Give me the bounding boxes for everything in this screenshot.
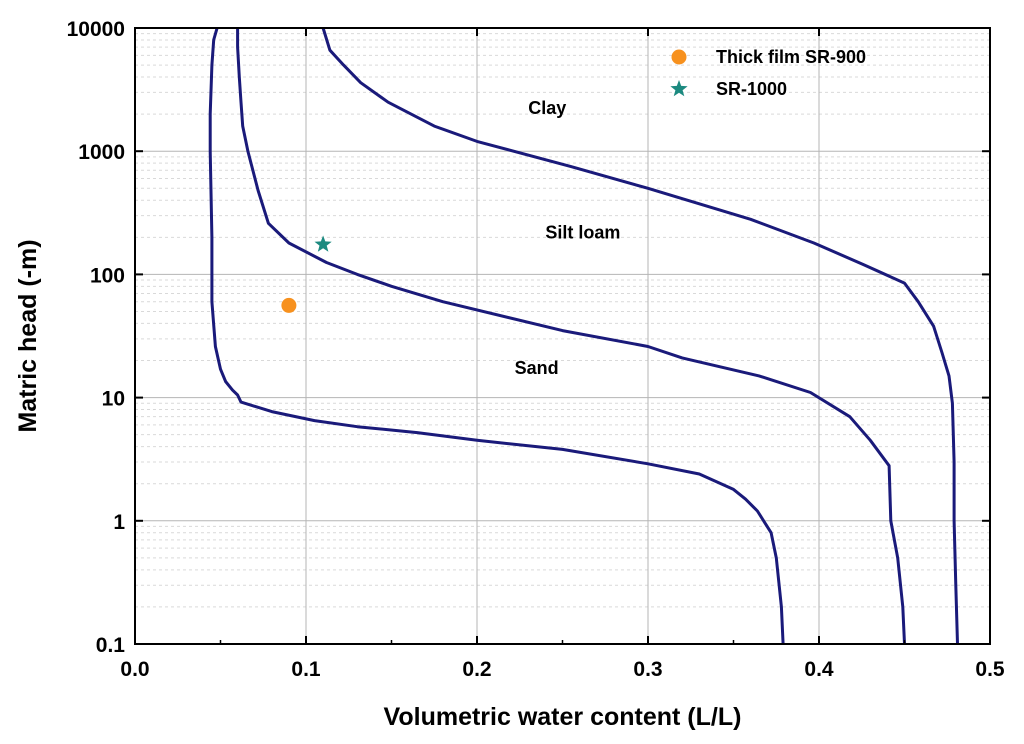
x-tick-label: 0.0: [120, 658, 149, 681]
legend-star-marker: [670, 80, 688, 97]
x-tick-label: 0.3: [633, 658, 662, 681]
y-tick-label: 10: [102, 388, 125, 411]
x-tick-labels: 0.0 0.1 0.2 0.3 0.4 0.5: [120, 658, 1005, 681]
major-grid: [134, 27, 991, 645]
x-tick-label: 0.5: [975, 658, 1005, 681]
data-point-star: [314, 235, 332, 252]
legend-label: Thick film SR-900: [716, 47, 866, 67]
curves: [208, 27, 959, 645]
region-label: Sand: [515, 358, 559, 378]
x-tick-label: 0.2: [462, 658, 491, 681]
retention-curve: [236, 28, 906, 645]
plot-frame: [134, 27, 991, 645]
region-label: Silt loam: [545, 223, 620, 243]
y-tick-label: 0.1: [96, 634, 126, 657]
retention-curve: [208, 27, 785, 645]
region-label: Clay: [528, 98, 566, 118]
y-tick-label: 100: [90, 264, 125, 287]
data-point-circle: [281, 297, 297, 313]
legend-label: SR-1000: [716, 79, 787, 99]
region-labels: Clay Silt loam Sand: [515, 98, 621, 378]
legend: Thick film SR-900 SR-1000: [670, 47, 866, 99]
legend-circle-marker: [671, 49, 687, 65]
y-tick-labels: 0.1 1 10 100 1000 10000: [67, 18, 126, 657]
x-axis-title: Volumetric water content (L/L): [384, 703, 742, 731]
y-axis-title: Matric head (-m): [14, 239, 42, 432]
x-tick-label: 0.1: [291, 658, 321, 681]
y-tick-label: 1: [113, 511, 125, 534]
retention-curve: [321, 27, 959, 645]
points: [281, 235, 332, 313]
axis-ticks: [134, 27, 991, 645]
y-tick-label: 1000: [78, 141, 125, 164]
y-tick-label: 10000: [67, 18, 125, 41]
x-tick-label: 0.4: [804, 658, 834, 681]
